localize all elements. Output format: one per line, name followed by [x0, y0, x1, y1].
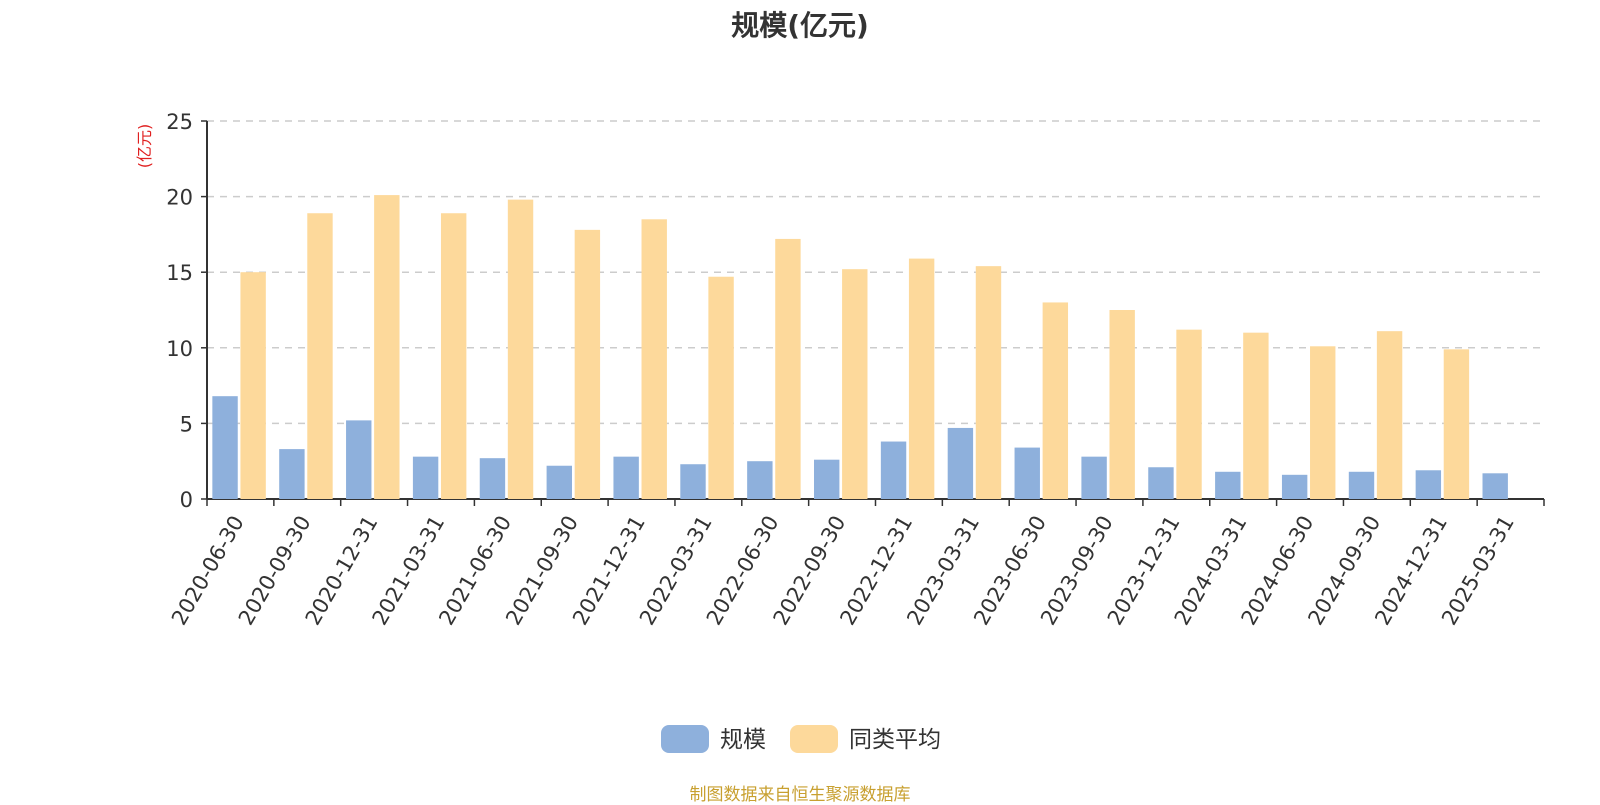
- legend-swatch: [790, 725, 838, 753]
- bar-peer-average: [1042, 302, 1069, 499]
- axes: [201, 120, 1545, 506]
- legend-swatch: [661, 725, 709, 753]
- bar-peer-average: [842, 269, 868, 499]
- bar-peer-average: [908, 258, 935, 499]
- legend-label: 规模: [720, 727, 766, 753]
- bar-peer-average: [708, 276, 734, 499]
- bar-scale: [346, 420, 372, 499]
- bar-scale: [1415, 470, 1442, 499]
- bar-peer-average: [775, 238, 801, 499]
- x-tick-label: 2025-03-31: [1437, 512, 1519, 630]
- bar-scale: [479, 458, 506, 499]
- bar-scale: [813, 459, 840, 499]
- y-tick-label: 15: [166, 261, 193, 285]
- bar-scale: [279, 449, 305, 499]
- y-tick-label: 0: [180, 488, 193, 512]
- bar-scale: [1281, 474, 1308, 499]
- bar-scale: [1348, 471, 1375, 499]
- bar-peer-average: [1243, 332, 1269, 499]
- bar-peer-average: [507, 199, 534, 499]
- bar-peer-average: [1176, 329, 1202, 499]
- bar-scale: [880, 441, 907, 499]
- bar-peer-average: [574, 229, 601, 499]
- bar-scale: [1148, 467, 1174, 499]
- bar-scale: [1014, 447, 1040, 499]
- bar-peer-average: [641, 219, 667, 499]
- bar-scale: [947, 427, 974, 499]
- bar-scale: [1081, 456, 1107, 499]
- legend: 规模 同类平均: [661, 725, 941, 753]
- gridlines: [207, 120, 1544, 425]
- bar-scale: [412, 456, 439, 499]
- bar-scale: [1482, 473, 1508, 499]
- bar-scale: [212, 396, 238, 499]
- bar-peer-average: [1443, 349, 1470, 499]
- y-axis-label: (亿元): [135, 124, 154, 169]
- y-tick-label: 10: [166, 337, 193, 361]
- bar-peer-average: [374, 195, 400, 499]
- bar-peer-average: [307, 213, 333, 499]
- bar-peer-average: [440, 213, 467, 499]
- bars: [212, 195, 1508, 499]
- bar-scale: [613, 456, 639, 499]
- bar-peer-average: [240, 272, 266, 499]
- bar-scale: [546, 465, 573, 499]
- legend-label: 同类平均: [849, 727, 941, 753]
- bar-scale: [1215, 471, 1241, 499]
- bar-peer-average: [1376, 331, 1403, 499]
- y-tick-label: 25: [166, 110, 193, 134]
- bar-scale: [680, 464, 706, 499]
- source-note: 制图数据来自恒生聚源数据库: [689, 785, 911, 805]
- bar-scale: [747, 461, 773, 499]
- bar-peer-average: [975, 266, 1002, 499]
- bar-peer-average: [1310, 346, 1336, 499]
- y-tick-label: 5: [180, 412, 193, 436]
- bar-peer-average: [1109, 310, 1135, 499]
- y-tick-label: 20: [166, 186, 193, 210]
- chart-title: 规模(亿元): [731, 9, 869, 42]
